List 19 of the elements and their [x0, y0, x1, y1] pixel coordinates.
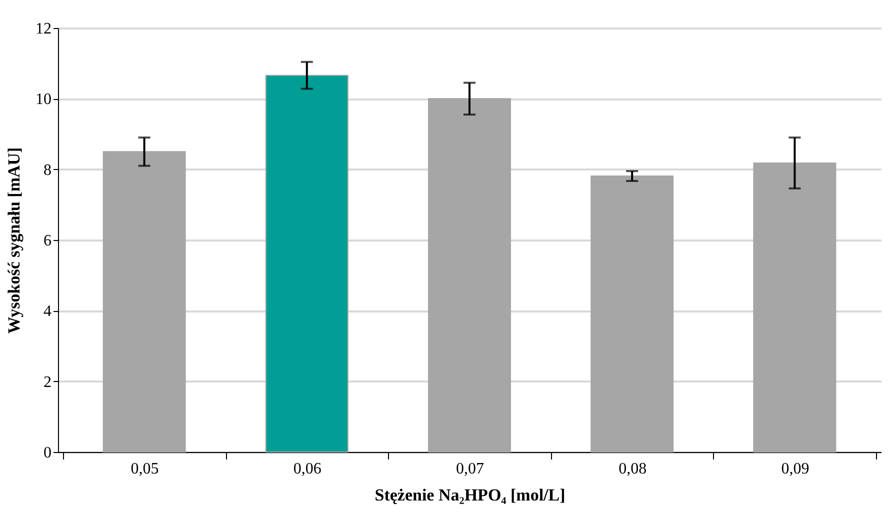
x-tick-label: 0,07	[456, 460, 484, 478]
y-tick-label: 10	[36, 91, 52, 108]
bar	[428, 98, 511, 452]
y-tick-label: 2	[44, 374, 52, 391]
bar	[102, 151, 186, 452]
y-tick-label: 4	[44, 303, 52, 320]
x-tick-label: 0,09	[781, 460, 810, 478]
bar	[265, 74, 348, 452]
x-tick-label: 0,08	[618, 460, 647, 478]
x-axis-title: Stężenie Na₂HPO₄ [mol/L]	[374, 486, 566, 504]
bar	[753, 162, 836, 452]
bar	[590, 176, 674, 452]
x-tick-label: 0,06	[293, 460, 322, 478]
y-axis-title: Wysokość sygnału [mAU]	[4, 147, 24, 334]
y-tick-label: 8	[44, 162, 52, 179]
x-tick-label: 0,05	[130, 460, 159, 478]
y-tick-label: 12	[36, 20, 52, 38]
y-tick-label: 0	[44, 444, 52, 462]
y-tick-label: 6	[44, 232, 52, 250]
